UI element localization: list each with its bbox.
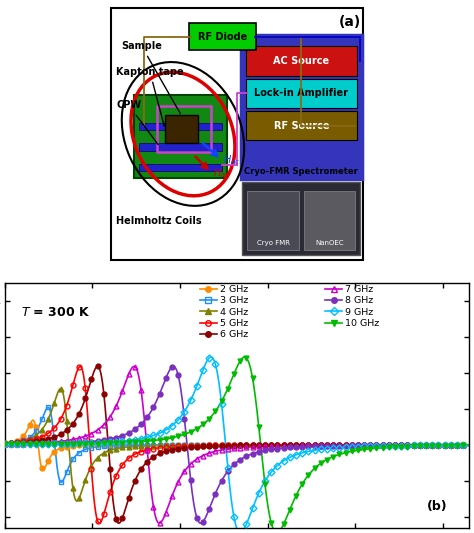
Text: Sample: Sample (121, 41, 180, 114)
Legend: 7 GHz, 8 GHz, 9 GHz, 10 GHz: 7 GHz, 8 GHz, 9 GHz, 10 GHz (325, 285, 379, 328)
Text: RF Diode: RF Diode (198, 32, 247, 42)
Bar (139, 143, 221, 151)
Text: CPW: CPW (116, 100, 158, 144)
Text: (a): (a) (339, 15, 361, 29)
Text: $H_{dc}$: $H_{dc}$ (223, 154, 240, 167)
FancyBboxPatch shape (134, 95, 227, 177)
FancyBboxPatch shape (246, 79, 356, 108)
Bar (304, 191, 356, 250)
Text: (b): (b) (427, 500, 447, 513)
Text: $H_{ac}$: $H_{ac}$ (212, 166, 230, 180)
Text: Helmholtz Coils: Helmholtz Coils (116, 216, 202, 226)
Text: Lock-in Amplifier: Lock-in Amplifier (255, 88, 348, 99)
FancyBboxPatch shape (246, 111, 356, 140)
FancyBboxPatch shape (190, 23, 256, 50)
Bar (247, 191, 299, 250)
Bar (139, 123, 221, 130)
FancyBboxPatch shape (246, 46, 356, 76)
Bar (139, 164, 221, 171)
Text: Cryo FMR: Cryo FMR (256, 240, 290, 246)
Text: AC Source: AC Source (273, 56, 329, 66)
Text: RF Source: RF Source (273, 120, 329, 131)
Bar (165, 115, 199, 143)
Text: NanOEC: NanOEC (315, 240, 344, 246)
FancyBboxPatch shape (241, 35, 362, 179)
Bar (242, 182, 361, 255)
Text: Cryo-FMR Spectrometer: Cryo-FMR Spectrometer (245, 167, 358, 176)
Text: Kapton tape: Kapton tape (116, 67, 184, 126)
Text: $T$ = 300 K: $T$ = 300 K (20, 306, 90, 319)
